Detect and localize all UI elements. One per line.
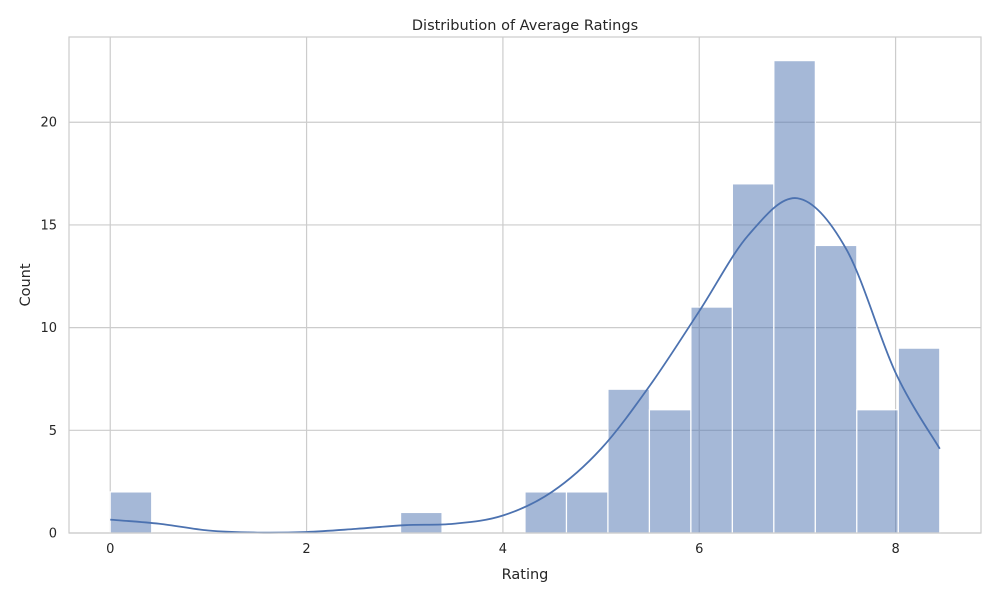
histogram-bar-14 — [690, 306, 733, 534]
y-axis-ticks: 0 5 10 15 20 — [40, 116, 57, 542]
y-tick-label-1: 5 — [49, 424, 57, 439]
x-tick-label-2: 4 — [499, 542, 507, 557]
histogram-bar-12 — [607, 388, 651, 534]
x-tick-label-3: 6 — [695, 542, 703, 557]
histogram-bars — [109, 60, 941, 534]
histogram-bar-10 — [524, 491, 568, 534]
y-tick-label-4: 20 — [40, 116, 57, 131]
histogram-bar-7 — [399, 511, 443, 534]
y-tick-label-3: 15 — [40, 218, 57, 233]
histogram-bar-18 — [856, 409, 899, 534]
histogram-bar-17 — [814, 244, 858, 534]
y-tick-label-0: 0 — [49, 527, 57, 542]
histogram-bar-15 — [731, 183, 775, 534]
x-tick-label-4: 8 — [891, 542, 899, 557]
x-tick-label-0: 0 — [106, 542, 114, 557]
histogram-bar-11 — [565, 491, 609, 534]
x-tick-label-1: 2 — [302, 542, 310, 557]
histogram-bar-0 — [109, 491, 153, 534]
histogram-bar-16 — [773, 60, 816, 534]
plot-frame — [68, 36, 982, 534]
chart-title: Distribution of Average Ratings — [412, 18, 638, 34]
histogram-bar-13 — [648, 409, 692, 534]
y-axis-label: Count — [18, 263, 34, 306]
x-axis-ticks: 0 2 4 6 8 — [106, 542, 900, 557]
x-axis-label: Rating — [502, 567, 549, 583]
y-tick-label-2: 10 — [40, 321, 57, 336]
histogram-bar-19 — [897, 347, 941, 534]
